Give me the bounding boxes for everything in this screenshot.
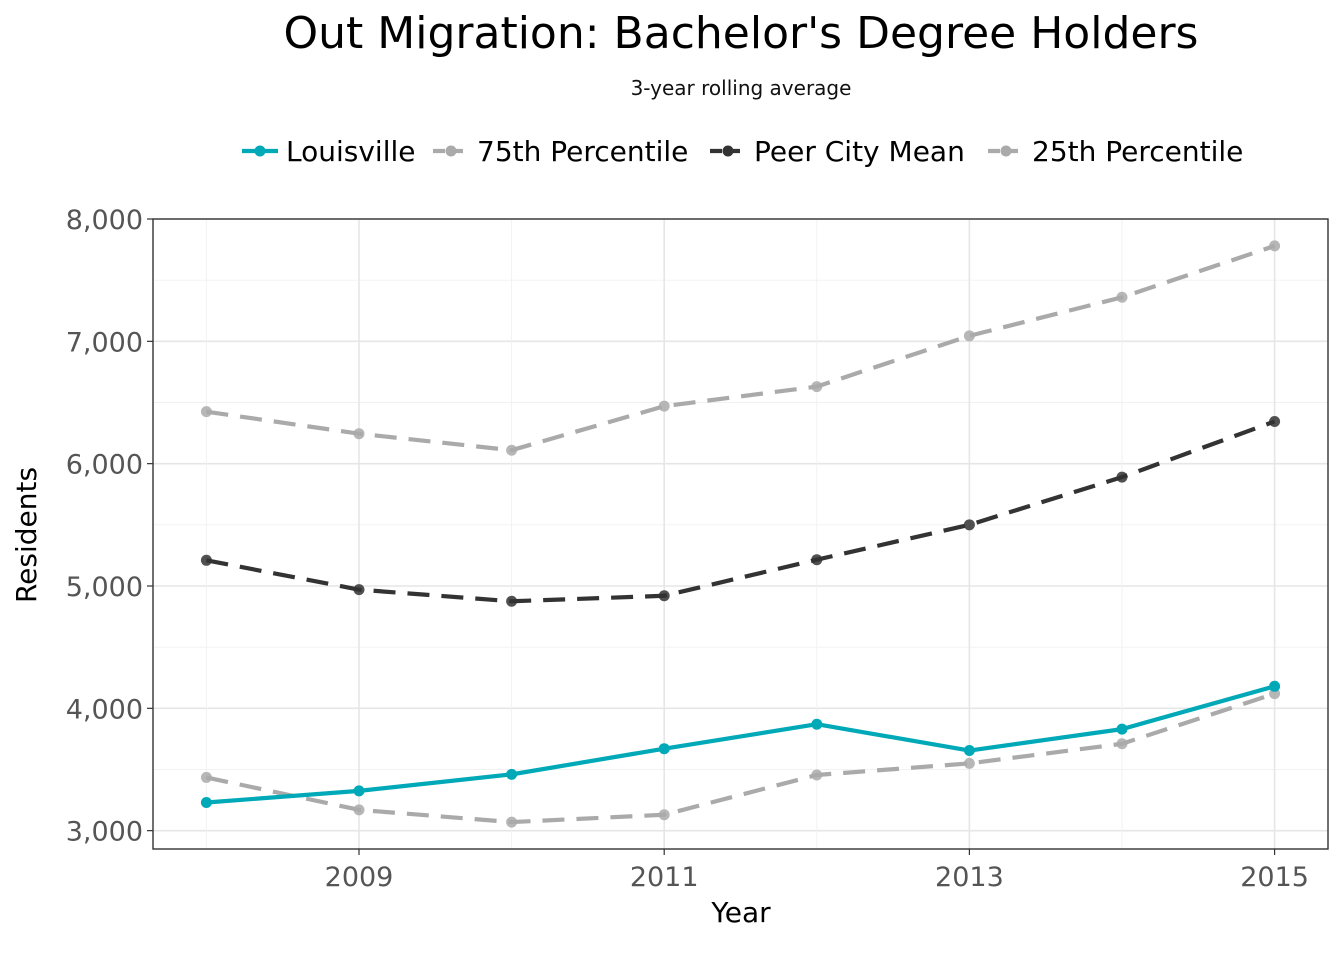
data-point	[658, 809, 670, 821]
data-point	[353, 804, 365, 816]
legend-item: 25th Percentile	[988, 135, 1243, 168]
legend-key-point	[254, 145, 266, 157]
plot-panel-border	[152, 218, 1329, 850]
data-point	[1269, 240, 1281, 252]
series-layer	[200, 240, 1281, 828]
data-point	[506, 768, 518, 780]
x-tick-label: 2009	[325, 862, 394, 893]
grid	[153, 218, 1328, 849]
series-peer-city-mean	[200, 415, 1281, 607]
legend-key-point	[445, 145, 457, 157]
data-point	[353, 785, 365, 797]
legend-key-point	[722, 145, 734, 157]
series-line	[205, 691, 1276, 825]
y-tick-label: 4,000	[66, 694, 143, 725]
data-point	[963, 745, 975, 757]
series-line	[206, 243, 1276, 453]
data-point	[200, 797, 212, 809]
data-point	[1269, 680, 1281, 692]
data-point	[963, 757, 975, 769]
ticks: 3,000 4,000 5,000 6,000 7,000 8,000 2009 2011 20…	[66, 205, 1309, 893]
data-point	[353, 584, 365, 596]
y-axis-title: Residents	[10, 467, 43, 603]
legend-label: Peer City Mean	[754, 135, 965, 168]
y-tick-label: 6,000	[66, 450, 143, 481]
data-point	[353, 428, 365, 440]
data-point	[506, 816, 518, 828]
legend-key-point	[1000, 145, 1012, 157]
series-line	[206, 684, 1276, 805]
x-tick-label: 2013	[935, 862, 1004, 893]
data-point	[658, 590, 670, 602]
data-point	[1116, 291, 1128, 303]
legend-item: Louisville	[242, 135, 416, 168]
y-tick-label: 5,000	[66, 572, 143, 603]
series-75th-percentile	[200, 240, 1281, 456]
legend-label: 75th Percentile	[477, 135, 688, 168]
data-point	[811, 381, 823, 393]
x-tick-label: 2015	[1240, 862, 1309, 893]
legend-item: 75th Percentile	[433, 135, 688, 168]
data-point	[811, 718, 823, 730]
series-25th-percentile	[200, 688, 1281, 828]
data-point	[200, 554, 212, 566]
chart-subtitle: 3-year rolling average	[631, 76, 852, 100]
legend-item: Peer City Mean	[710, 135, 965, 168]
legend-label: 25th Percentile	[1032, 135, 1243, 168]
data-point	[963, 330, 975, 342]
chart-title: Out Migration: Bachelor's Degree Holders	[284, 8, 1199, 59]
data-point	[1116, 738, 1128, 750]
data-point	[1116, 471, 1128, 483]
data-point	[658, 400, 670, 412]
y-tick-label: 7,000	[66, 327, 143, 358]
data-point	[200, 406, 212, 418]
data-point	[963, 519, 975, 531]
series-line	[206, 419, 1276, 604]
data-point	[506, 444, 518, 456]
data-point	[811, 769, 823, 781]
y-tick-label: 8,000	[66, 205, 143, 236]
data-point	[1269, 415, 1281, 427]
data-point	[658, 743, 670, 755]
data-point	[1116, 723, 1128, 735]
y-tick-label: 3,000	[66, 817, 143, 848]
data-point	[200, 771, 212, 783]
series-louisville	[200, 680, 1281, 809]
data-point	[506, 595, 518, 607]
data-point	[811, 554, 823, 566]
legend-label: Louisville	[286, 135, 416, 168]
x-tick-label: 2011	[630, 862, 699, 893]
x-axis-title: Year	[710, 896, 771, 929]
legend: Louisville 75th Percentile Peer City Mean 2…	[242, 135, 1243, 168]
